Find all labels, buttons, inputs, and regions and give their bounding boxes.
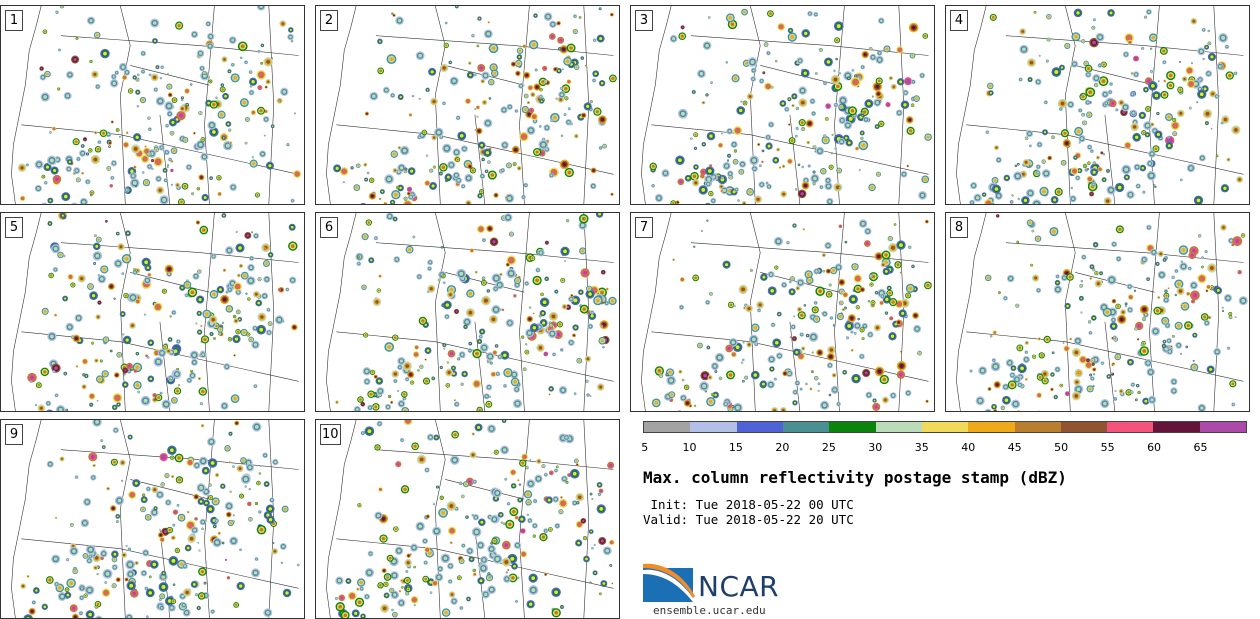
colorbar-segment [875, 422, 922, 432]
map-boundaries [641, 6, 929, 204]
colorbar-segment [829, 422, 876, 432]
colorbar-tick-label: 35 [914, 441, 929, 454]
reflectivity-map [11, 213, 299, 411]
reflectivity-map [641, 213, 932, 411]
colorbar-tick-label: 50 [1054, 441, 1069, 454]
init-time: Init: Tue 2018-05-22 00 UTC [643, 497, 854, 512]
valid-time: Valid: Tue 2018-05-22 20 UTC [643, 512, 854, 527]
colorbar-segment [1199, 422, 1247, 432]
reflectivity-cells [649, 8, 932, 204]
reflectivity-map [326, 420, 615, 618]
member-number: 3 [635, 10, 653, 31]
map-boundaries [326, 420, 614, 618]
reflectivity-cells [335, 213, 617, 411]
member-number: 9 [5, 424, 23, 445]
colorbar-segment [644, 422, 691, 432]
reflectivity-cells [20, 420, 300, 618]
colorbar-segment [690, 422, 737, 432]
reflectivity-cells [334, 420, 615, 618]
colorbar-segment [736, 422, 783, 432]
member-number: 10 [320, 424, 341, 445]
ensemble-member-panel-8: 8 [945, 212, 1250, 412]
reflectivity-cells [333, 6, 617, 204]
member-number: 2 [320, 10, 338, 31]
member-number: 8 [950, 217, 968, 238]
reflectivity-cells [969, 8, 1244, 204]
chart-title: Max. column reflectivity postage stamp (… [643, 468, 1067, 487]
colorbar-segment [968, 422, 1015, 432]
reflectivity-colorbar [643, 421, 1247, 433]
ncar-logo-mark-icon [643, 563, 695, 602]
colorbar-tick-label: 30 [868, 441, 883, 454]
reflectivity-map [956, 213, 1248, 411]
ncar-logo-text: NCAR [698, 570, 780, 603]
colorbar-tick-label: 20 [775, 441, 790, 454]
colorbar-segment [1014, 422, 1061, 432]
colorbar-tick-label: 15 [728, 441, 743, 454]
colorbar-tick-labels: 5 10 15 20 25 30 35 40 45 50 55 60 65 [641, 441, 1247, 455]
ensemble-member-panel-9: 9 [0, 419, 305, 619]
reflectivity-cells [969, 214, 1248, 411]
ensemble-member-panel-2: 2 [315, 5, 620, 205]
reflectivity-map [11, 420, 300, 618]
member-number: 5 [5, 217, 23, 238]
colorbar-tick-label: 25 [821, 441, 836, 454]
colorbar-segment [921, 422, 969, 432]
colorbar-segment [1153, 422, 1200, 432]
ensemble-member-panel-4: 4 [945, 5, 1250, 205]
ensemble-member-panel-1: 1 [0, 5, 305, 205]
colorbar-segment [782, 422, 830, 432]
ensemble-member-panel-3: 3 [630, 5, 935, 205]
colorbar-tick-label: 55 [1100, 441, 1115, 454]
member-number: 6 [320, 217, 338, 238]
colorbar-segment [1060, 422, 1108, 432]
colorbar-tick-label: 40 [961, 441, 976, 454]
reflectivity-map [326, 213, 617, 411]
reflectivity-cells [27, 213, 298, 411]
reflectivity-cells [651, 219, 932, 411]
colorbar-tick-label: 5 [641, 441, 649, 454]
ensemble-member-panel-10: 10 [315, 419, 620, 619]
reflectivity-cells [17, 6, 302, 204]
reflectivity-map [956, 6, 1244, 204]
ensemble-member-panel-5: 5 [0, 212, 305, 412]
member-number: 1 [5, 10, 23, 31]
colorbar-tick-label: 10 [682, 441, 697, 454]
ensemble-member-panel-7: 7 [630, 212, 935, 412]
member-number: 7 [635, 217, 653, 238]
reflectivity-map [11, 6, 302, 204]
map-boundaries [11, 420, 299, 618]
colorbar-tick-label: 60 [1147, 441, 1162, 454]
website-label: ensemble.ucar.edu [653, 604, 766, 617]
colorbar-tick-label: 65 [1193, 441, 1208, 454]
reflectivity-map [641, 6, 932, 204]
reflectivity-map [326, 6, 617, 204]
member-number: 4 [950, 10, 968, 31]
colorbar-segment [1107, 422, 1154, 432]
map-boundaries [956, 213, 1244, 411]
ensemble-member-panel-6: 6 [315, 212, 620, 412]
colorbar-tick-label: 45 [1007, 441, 1022, 454]
